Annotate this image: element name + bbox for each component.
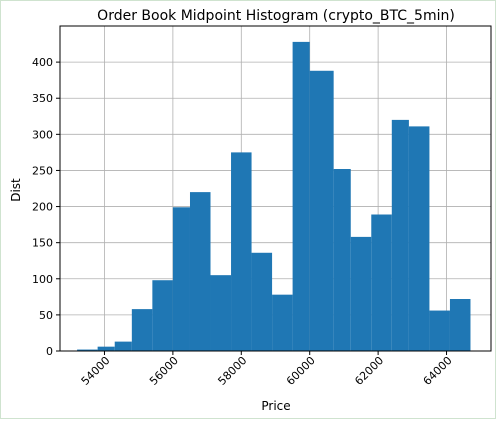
histogram-bar-3 — [131, 309, 153, 351]
y-tick-label: 50 — [39, 309, 53, 322]
histogram-bar-0 — [77, 349, 98, 351]
y-tick-label: 0 — [46, 345, 53, 358]
histogram-bar-9 — [251, 252, 273, 351]
histogram-bar-5 — [172, 207, 190, 351]
x-tick-label: 54000 — [79, 354, 113, 388]
histogram-bar-12 — [309, 70, 334, 352]
x-tick-label: 60000 — [284, 354, 318, 388]
histogram-bar-18 — [429, 310, 450, 351]
histogram-bar-19 — [449, 299, 471, 351]
x-tick-label: 56000 — [147, 354, 181, 388]
histogram-bar-6 — [189, 192, 211, 351]
histogram-bar-17 — [408, 126, 430, 351]
histogram-bar-2 — [114, 341, 132, 351]
histogram-bar-4 — [152, 280, 173, 351]
histogram-bar-15 — [371, 214, 392, 351]
histogram-bar-14 — [350, 236, 372, 351]
chart-title: Order Book Midpoint Histogram (crypto_BT… — [97, 8, 455, 24]
histogram-bar-11 — [292, 41, 310, 352]
y-axis-ticks: 0 50 100 150 200 250 300 350 400 — [32, 56, 60, 358]
y-tick-label: 350 — [32, 92, 53, 105]
histogram-bar-1 — [97, 346, 115, 351]
x-axis-label: Price — [261, 399, 290, 413]
histogram-bar-8 — [231, 152, 252, 351]
histogram-bar-7 — [210, 275, 232, 351]
plot-area-border — [59, 25, 492, 352]
x-tick-label: 62000 — [352, 354, 386, 388]
y-tick-label: 150 — [32, 237, 53, 250]
x-axis-ticks: 54000 56000 58000 60000 62000 64000 — [79, 351, 455, 388]
y-tick-label: 400 — [32, 56, 53, 69]
y-tick-label: 250 — [32, 164, 53, 177]
histogram-bar-10 — [272, 294, 293, 351]
histogram-bar-16 — [391, 119, 409, 351]
y-tick-label: 300 — [32, 128, 53, 141]
x-tick-label: 64000 — [421, 354, 455, 388]
histogram-bar-13 — [333, 169, 351, 351]
y-axis-label: Dist — [9, 178, 23, 202]
histogram-bars — [77, 41, 471, 352]
x-tick-label: 58000 — [215, 354, 249, 388]
y-tick-label: 100 — [32, 273, 53, 286]
y-tick-label: 200 — [32, 201, 53, 214]
